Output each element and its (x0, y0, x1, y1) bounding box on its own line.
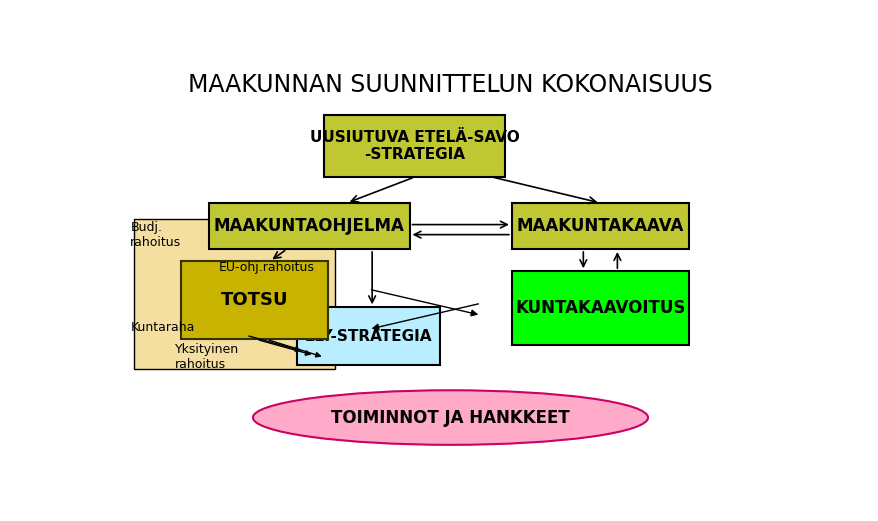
Text: MAAKUNTAKAAVA: MAAKUNTAKAAVA (516, 217, 683, 235)
Text: Budj.
rahoitus: Budj. rahoitus (130, 221, 181, 249)
Text: Kuntaraha: Kuntaraha (130, 321, 194, 334)
Text: MAAKUNNAN SUUNNITTELUN KOKONAISUUS: MAAKUNNAN SUUNNITTELUN KOKONAISUUS (188, 72, 712, 96)
Ellipse shape (253, 390, 647, 445)
FancyBboxPatch shape (208, 203, 409, 249)
Text: MAAKUNTAOHJELMA: MAAKUNTAOHJELMA (213, 217, 404, 235)
FancyBboxPatch shape (324, 115, 505, 177)
FancyBboxPatch shape (511, 203, 688, 249)
Text: ELY-STRATEGIA: ELY-STRATEGIA (305, 329, 432, 344)
FancyBboxPatch shape (133, 219, 335, 369)
Text: KUNTAKAAVOITUS: KUNTAKAAVOITUS (515, 299, 685, 317)
FancyBboxPatch shape (181, 261, 327, 339)
Text: Yksityinen
rahoitus: Yksityinen rahoitus (175, 343, 239, 371)
Text: EU-ohj.rahoitus: EU-ohj.rahoitus (219, 260, 314, 274)
FancyBboxPatch shape (511, 271, 688, 345)
FancyBboxPatch shape (297, 307, 440, 365)
Text: TOTSU: TOTSU (220, 291, 288, 309)
Text: UUSIUTUVA ETELÄ-SAVO
-STRATEGIA: UUSIUTUVA ETELÄ-SAVO -STRATEGIA (310, 130, 519, 162)
Text: TOIMINNOT JA HANKKEET: TOIMINNOT JA HANKKEET (331, 408, 569, 427)
